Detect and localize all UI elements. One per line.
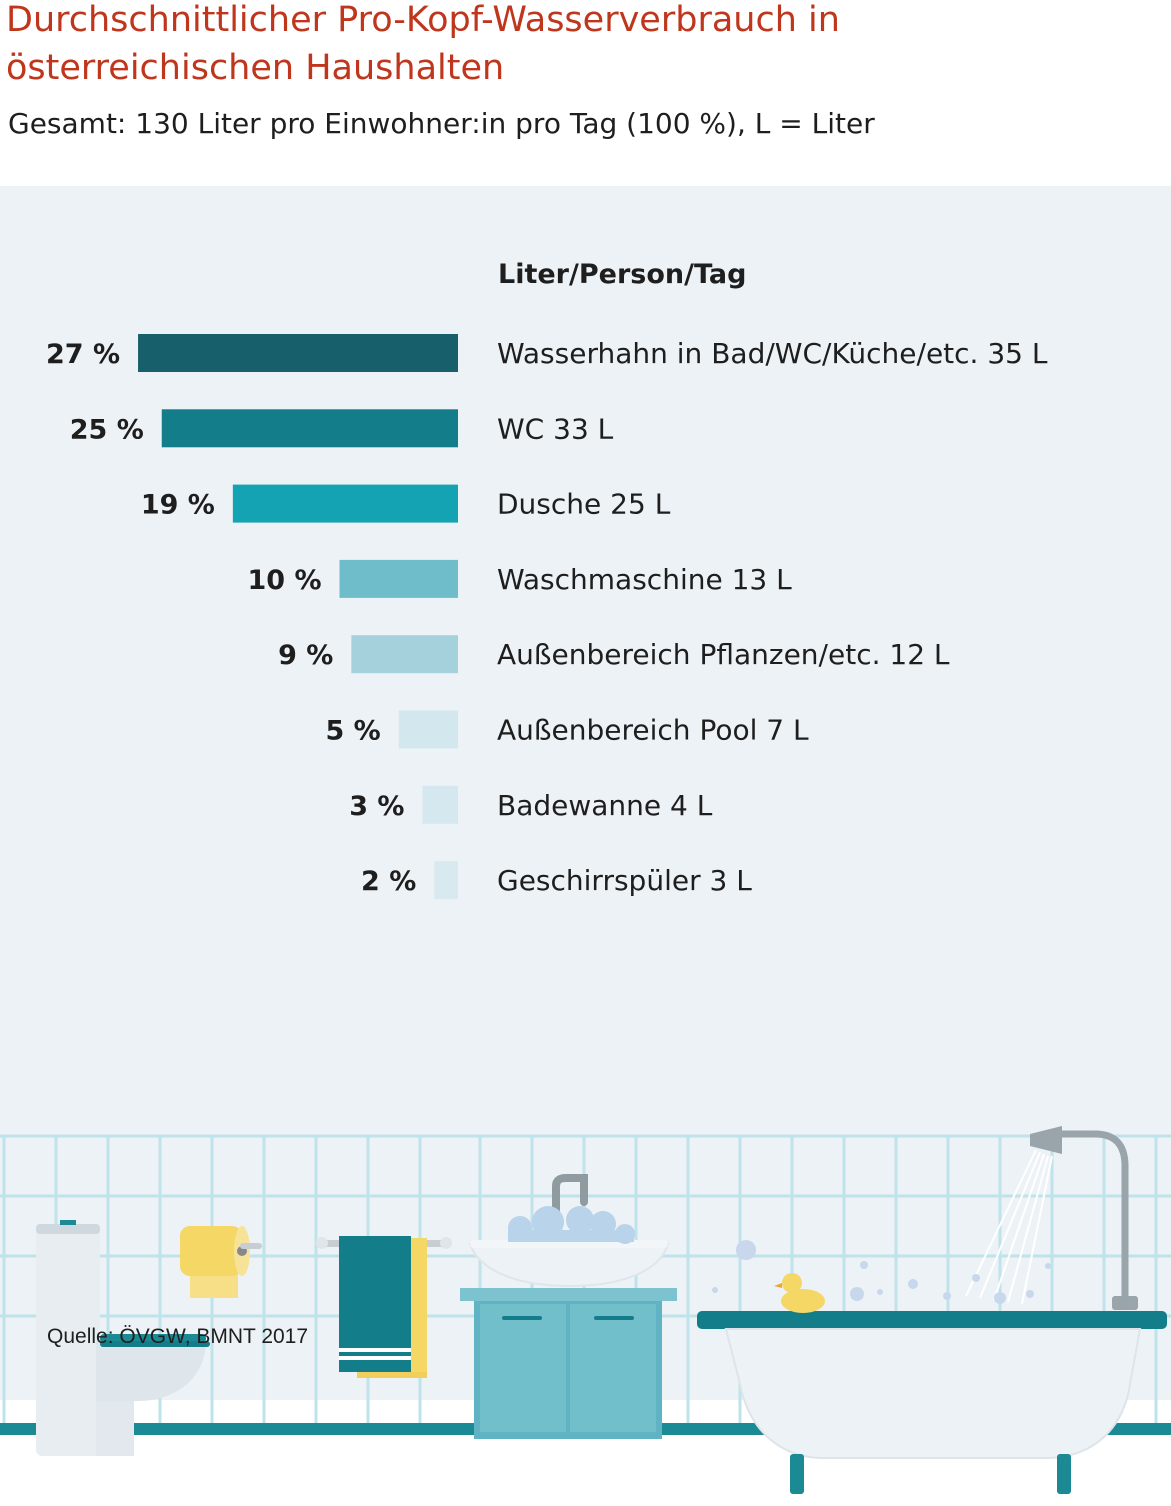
bar-value-label: 9 % [278,640,333,671]
bars-group: 27 % Wasserhahn in Bad/WC/Küche/etc. 35 L… [46,334,1048,900]
towel-icon [316,1236,452,1378]
category-label: Badewanne 4 L [497,789,713,822]
bathtub-icon [697,1311,1167,1494]
bubbles [712,1240,1051,1304]
bar-value-label: 5 % [326,716,381,747]
chart-title: Durchschnittlicher Pro-Kopf-Wasserverbra… [6,0,840,88]
bathroom-illustration [0,1126,1171,1494]
category-label: Waschmaschine 13 L [497,563,792,596]
bar-chart: Liter/Person/Tag 27 % Wasserhahn in Bad/W… [46,259,1048,900]
bar [398,710,458,749]
shower-head-icon [965,1126,1138,1310]
bar-value-label: 25 % [70,414,144,445]
category-label: Wasserhahn in Bad/WC/Küche/etc. 35 L [497,337,1048,370]
bar-value-label: 3 % [349,791,404,822]
toilet-paper-icon [180,1226,262,1298]
toilet-icon [36,1220,210,1456]
bar [422,785,458,824]
sink-cabinet-icon [460,1240,677,1439]
bar [232,484,458,523]
bar [339,559,458,598]
rubber-duck-icon [774,1273,825,1313]
soap-foam [508,1206,635,1244]
chart-subtitle: Gesamt: 130 Liter pro Einwohner:in pro T… [8,107,875,140]
category-label: Dusche 25 L [497,488,671,521]
bar [434,861,458,900]
bar-value-label: 2 % [361,866,416,897]
category-label: Außenbereich Pflanzen/etc. 12 L [497,638,950,671]
bar-value-label: 27 % [46,339,120,370]
category-label: Geschirrspüler 3 L [497,864,752,897]
bar [351,635,458,674]
category-label: WC 33 L [497,412,614,445]
category-label: Außenbereich Pool 7 L [497,714,809,747]
chart-panel: Liter/Person/Tag 27 % Wasserhahn in Bad/W… [0,186,1171,1494]
faucet-icon [552,1174,588,1235]
bar [138,334,459,372]
source-note: Quelle: ÖVGW, BMNT 2017 [47,1325,309,1348]
y-axis-title: Liter/Person/Tag [498,259,746,290]
bar [161,409,458,448]
bar-value-label: 10 % [247,565,321,596]
bar-value-label: 19 % [141,490,215,521]
